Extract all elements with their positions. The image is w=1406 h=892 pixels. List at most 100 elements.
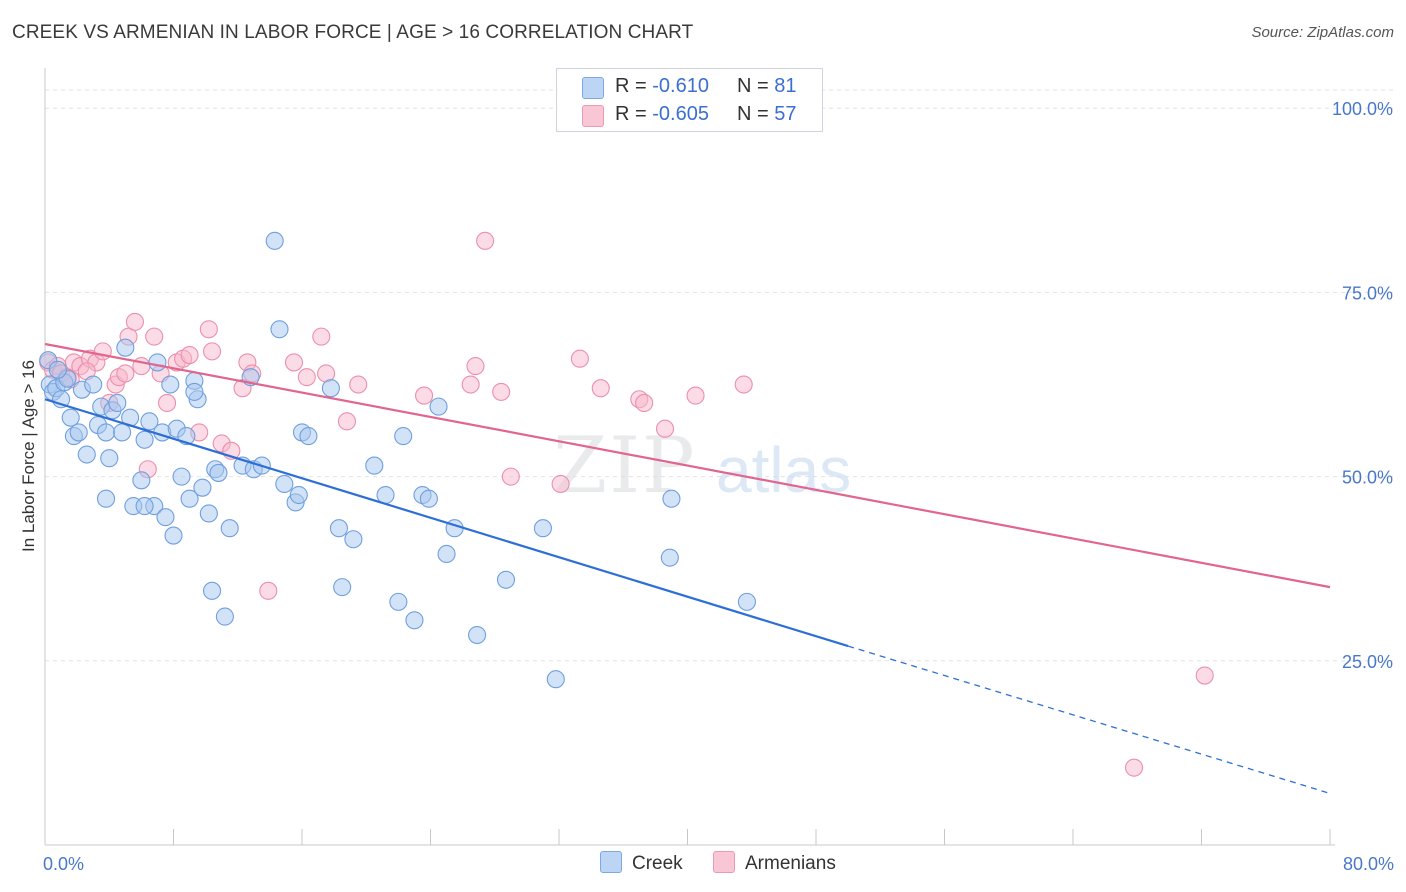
chart-title: CREEK VS ARMENIAN IN LABOR FORCE | AGE >… xyxy=(12,22,694,43)
armenians-point xyxy=(492,382,511,401)
armenians-point xyxy=(501,467,520,486)
creek-point xyxy=(161,375,180,394)
source-label: Source: ZipAtlas.com xyxy=(1251,24,1394,41)
x-tick-label-min: 0.0% xyxy=(43,854,84,874)
armenians-point xyxy=(415,386,434,405)
armenians-point xyxy=(734,375,753,394)
creek-point xyxy=(48,360,67,379)
legend-r-label: R = xyxy=(615,75,647,97)
creek-point xyxy=(140,412,159,431)
armenians-point xyxy=(297,368,316,387)
armenians-point xyxy=(1124,758,1144,777)
creek-point xyxy=(215,607,234,626)
x-axis-ticks xyxy=(44,829,1331,845)
armenians-trend-line xyxy=(44,342,1331,589)
creek-legend-swatch xyxy=(600,851,622,873)
legend-n-value: 81 xyxy=(774,75,797,97)
axes xyxy=(44,68,1335,846)
creek-point xyxy=(84,375,103,394)
armenians-point xyxy=(570,349,589,368)
legend-n-creek: N = 81 xyxy=(737,75,797,98)
creek-point xyxy=(132,471,151,490)
creek-point xyxy=(737,592,756,611)
armenians-point xyxy=(145,327,164,346)
armenians-point xyxy=(635,393,654,412)
bottom-legend-creek: Creek xyxy=(600,851,683,875)
stats-legend: R = -0.610 N = 81 R = -0.605 N = 57 xyxy=(556,68,823,132)
legend-r-value: -0.605 xyxy=(652,103,709,125)
creek-point xyxy=(209,463,228,482)
creek-point xyxy=(429,397,448,416)
y-axis-tick-labels: 25.0% 50.0% 75.0% 100.0% xyxy=(1332,99,1393,672)
y-axis-label: In Labor Force | Age > 16 xyxy=(19,360,38,552)
watermark-atlas: atlas xyxy=(716,434,851,506)
creek-point xyxy=(270,320,289,339)
legend-n-value: 57 xyxy=(774,103,797,125)
armenians-point xyxy=(199,320,218,339)
legend-r-creek: R = -0.610 xyxy=(615,75,709,98)
creek-point xyxy=(321,379,340,398)
legend-r-label: R = xyxy=(615,103,647,125)
creek-point xyxy=(116,338,135,357)
armenians-point xyxy=(203,342,222,361)
armenians-point xyxy=(686,386,705,405)
legend-n-armenians: N = 57 xyxy=(737,103,797,126)
armenians-point xyxy=(1195,666,1214,685)
creek-trend-line xyxy=(44,398,849,648)
trend-lines xyxy=(44,342,1331,795)
creek-point xyxy=(77,445,96,464)
creek-point xyxy=(329,519,348,538)
armenians-point xyxy=(337,412,357,431)
creek-series-points xyxy=(39,231,756,689)
creek-point xyxy=(69,423,88,442)
creek-point xyxy=(199,504,218,523)
armenians-point xyxy=(476,231,495,250)
creek-point xyxy=(344,530,363,549)
creek-swatch xyxy=(582,77,604,99)
creek-point xyxy=(156,508,175,527)
armenians-point xyxy=(93,342,112,361)
creek-point xyxy=(662,489,681,508)
creek-point xyxy=(468,625,487,645)
y-tick-label: 100.0% xyxy=(1332,99,1393,119)
armenians-point xyxy=(312,327,331,346)
armenians-swatch xyxy=(582,105,604,127)
creek-point xyxy=(108,393,127,412)
creek-point xyxy=(61,408,80,427)
creek-legend-label: Creek xyxy=(632,853,683,874)
legend-n-label: N = xyxy=(737,75,769,97)
creek-point xyxy=(180,489,199,508)
armenians-point xyxy=(551,474,570,494)
creek-point xyxy=(135,497,154,516)
creek-point xyxy=(96,489,116,508)
y-tick-label: 25.0% xyxy=(1342,652,1393,672)
creek-point xyxy=(405,611,424,630)
creek-point xyxy=(193,478,212,497)
zipatlas-watermark: ZIP atlas xyxy=(553,421,851,511)
creek-point xyxy=(185,382,204,401)
creek-point xyxy=(496,570,516,589)
bottom-legend-armenians: Armenians xyxy=(713,851,836,875)
armenians-point xyxy=(461,375,480,394)
y-tick-label: 50.0% xyxy=(1342,468,1393,488)
armenians-legend-swatch xyxy=(713,851,735,873)
creek-point xyxy=(164,526,183,545)
creek-point xyxy=(533,519,552,538)
legend-n-label: N = xyxy=(737,103,769,125)
legend-r-value: -0.610 xyxy=(652,75,709,97)
creek-point xyxy=(289,485,308,505)
armenians-point xyxy=(466,357,485,376)
armenians-point xyxy=(116,364,135,383)
armenians-point xyxy=(284,353,304,372)
x-tick-label-max: 80.0% xyxy=(1343,854,1394,874)
armenians-point xyxy=(125,312,144,331)
armenians-legend-label: Armenians xyxy=(745,853,836,874)
legend-r-armenians: R = -0.605 xyxy=(615,103,709,126)
creek-point xyxy=(100,449,119,468)
creek-point xyxy=(546,670,565,689)
creek-point xyxy=(419,489,438,508)
creek-trend-line-extension xyxy=(847,645,1331,795)
creek-point xyxy=(220,519,239,538)
armenians-point xyxy=(655,419,675,438)
creek-point xyxy=(135,430,154,449)
